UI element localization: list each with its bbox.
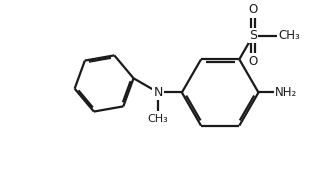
Text: CH₃: CH₃ <box>278 29 300 42</box>
Text: O: O <box>248 3 258 16</box>
Text: CH₃: CH₃ <box>148 114 169 124</box>
Text: N: N <box>154 86 163 99</box>
Text: NH₂: NH₂ <box>275 86 297 99</box>
Text: S: S <box>249 29 257 42</box>
Text: O: O <box>248 55 258 68</box>
